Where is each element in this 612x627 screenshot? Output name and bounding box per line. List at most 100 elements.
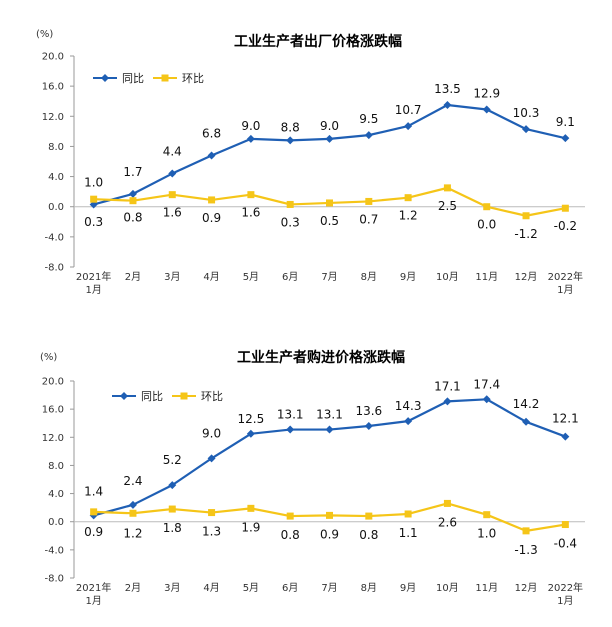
data-point	[129, 509, 137, 517]
y-tick-label: -8.0	[44, 574, 64, 585]
legend-label: 同比	[141, 390, 163, 403]
data-label: 9.1	[556, 115, 575, 129]
data-point	[168, 481, 177, 490]
x-tick-label: 10月	[436, 582, 459, 594]
data-label: 14.3	[395, 399, 422, 413]
y-tick-label: -4.0	[44, 232, 64, 243]
data-point	[483, 203, 491, 211]
y-tick-label: 12.0	[42, 433, 64, 444]
data-point	[404, 510, 412, 518]
data-label: 2.5	[438, 199, 457, 213]
x-tick-label: 2021年	[76, 270, 111, 283]
x-tick-label: 1月	[557, 595, 573, 607]
y-tick-label: 4.0	[48, 172, 64, 183]
x-tick-label: 2022年	[548, 581, 583, 594]
data-point	[208, 509, 216, 517]
data-label: 0.3	[281, 215, 300, 229]
y-tick-label: 4.0	[48, 489, 64, 500]
y-tick-label: 0.0	[48, 202, 64, 213]
data-label: 0.8	[359, 528, 378, 542]
x-tick-label: 1月	[85, 284, 101, 296]
data-point	[90, 195, 98, 203]
x-tick-label: 1月	[85, 595, 101, 607]
data-point	[168, 505, 176, 513]
y-tick-label: 8.0	[48, 142, 64, 153]
x-tick-label: 2月	[125, 582, 141, 594]
data-label: 0.9	[320, 527, 339, 541]
x-tick-label: 10月	[436, 271, 459, 283]
data-label: 1.8	[163, 521, 182, 535]
data-point	[246, 134, 255, 143]
data-point	[286, 512, 294, 520]
data-label: 17.1	[434, 379, 461, 393]
y-tick-label: 16.0	[42, 405, 64, 416]
data-label: 0.8	[281, 528, 300, 542]
data-label: 1.1	[399, 526, 418, 540]
data-label: 13.1	[316, 408, 343, 422]
data-point	[326, 199, 333, 207]
data-label: -0.4	[554, 537, 577, 551]
data-label: 1.0	[84, 175, 103, 189]
x-tick-label: 12月	[515, 271, 538, 283]
data-point	[404, 122, 413, 131]
data-point	[128, 189, 137, 198]
data-label: 1.2	[399, 209, 418, 223]
data-point	[483, 511, 491, 519]
x-tick-label: 3月	[164, 582, 180, 594]
data-point	[246, 429, 255, 438]
data-label: 13.6	[355, 404, 382, 418]
data-point	[522, 417, 531, 426]
x-tick-label: 8月	[361, 271, 377, 283]
data-point	[247, 191, 255, 199]
x-tick-label: 1月	[557, 284, 573, 296]
y-tick-label: 0.0	[48, 517, 64, 528]
chart-title: 工业生产者购进价格涨跌幅	[237, 349, 405, 366]
data-point	[326, 511, 333, 519]
x-tick-label: 2021年	[76, 581, 111, 594]
data-label: 0.9	[202, 211, 221, 225]
data-label: 13.1	[277, 408, 304, 422]
data-point	[325, 425, 334, 434]
x-tick-label: 8月	[361, 582, 377, 594]
x-tick-label: 11月	[475, 271, 498, 283]
x-tick-label: 4月	[203, 582, 219, 594]
data-point	[443, 499, 451, 507]
y-tick-label: 20.0	[42, 377, 64, 388]
legend-marker	[120, 392, 128, 400]
data-label: 1.4	[84, 484, 103, 498]
data-point	[404, 417, 413, 426]
data-label: 2.6	[438, 515, 457, 529]
data-label: 2.4	[123, 474, 142, 488]
data-label: -1.3	[514, 543, 537, 557]
legend-marker	[101, 74, 109, 82]
data-point	[443, 397, 452, 406]
x-tick-label: 2022年	[548, 270, 583, 283]
x-tick-label: 12月	[515, 582, 538, 594]
data-label: 6.8	[202, 126, 221, 140]
data-point	[286, 200, 294, 208]
y-tick-label: 20.0	[42, 52, 64, 63]
data-label: 1.6	[241, 206, 260, 220]
data-label: 5.2	[163, 453, 182, 467]
data-label: 1.6	[163, 206, 182, 220]
data-label: -0.2	[554, 219, 577, 233]
data-point	[522, 125, 531, 134]
y-tick-label: -4.0	[44, 545, 64, 556]
data-point	[364, 422, 373, 431]
legend-label: 同比	[122, 72, 144, 85]
data-point	[443, 100, 452, 109]
data-point	[561, 432, 570, 441]
data-point	[561, 521, 569, 529]
y-tick-label: 8.0	[48, 461, 64, 472]
data-point	[129, 197, 137, 205]
data-point	[286, 136, 295, 145]
data-label: 9.0	[241, 119, 260, 133]
data-point	[561, 204, 569, 212]
x-tick-label: 4月	[203, 271, 219, 283]
data-label: 14.2	[513, 397, 540, 411]
data-label: 12.9	[473, 87, 500, 101]
x-tick-label: 2月	[125, 271, 141, 283]
data-point	[443, 184, 451, 192]
data-point	[482, 105, 491, 114]
